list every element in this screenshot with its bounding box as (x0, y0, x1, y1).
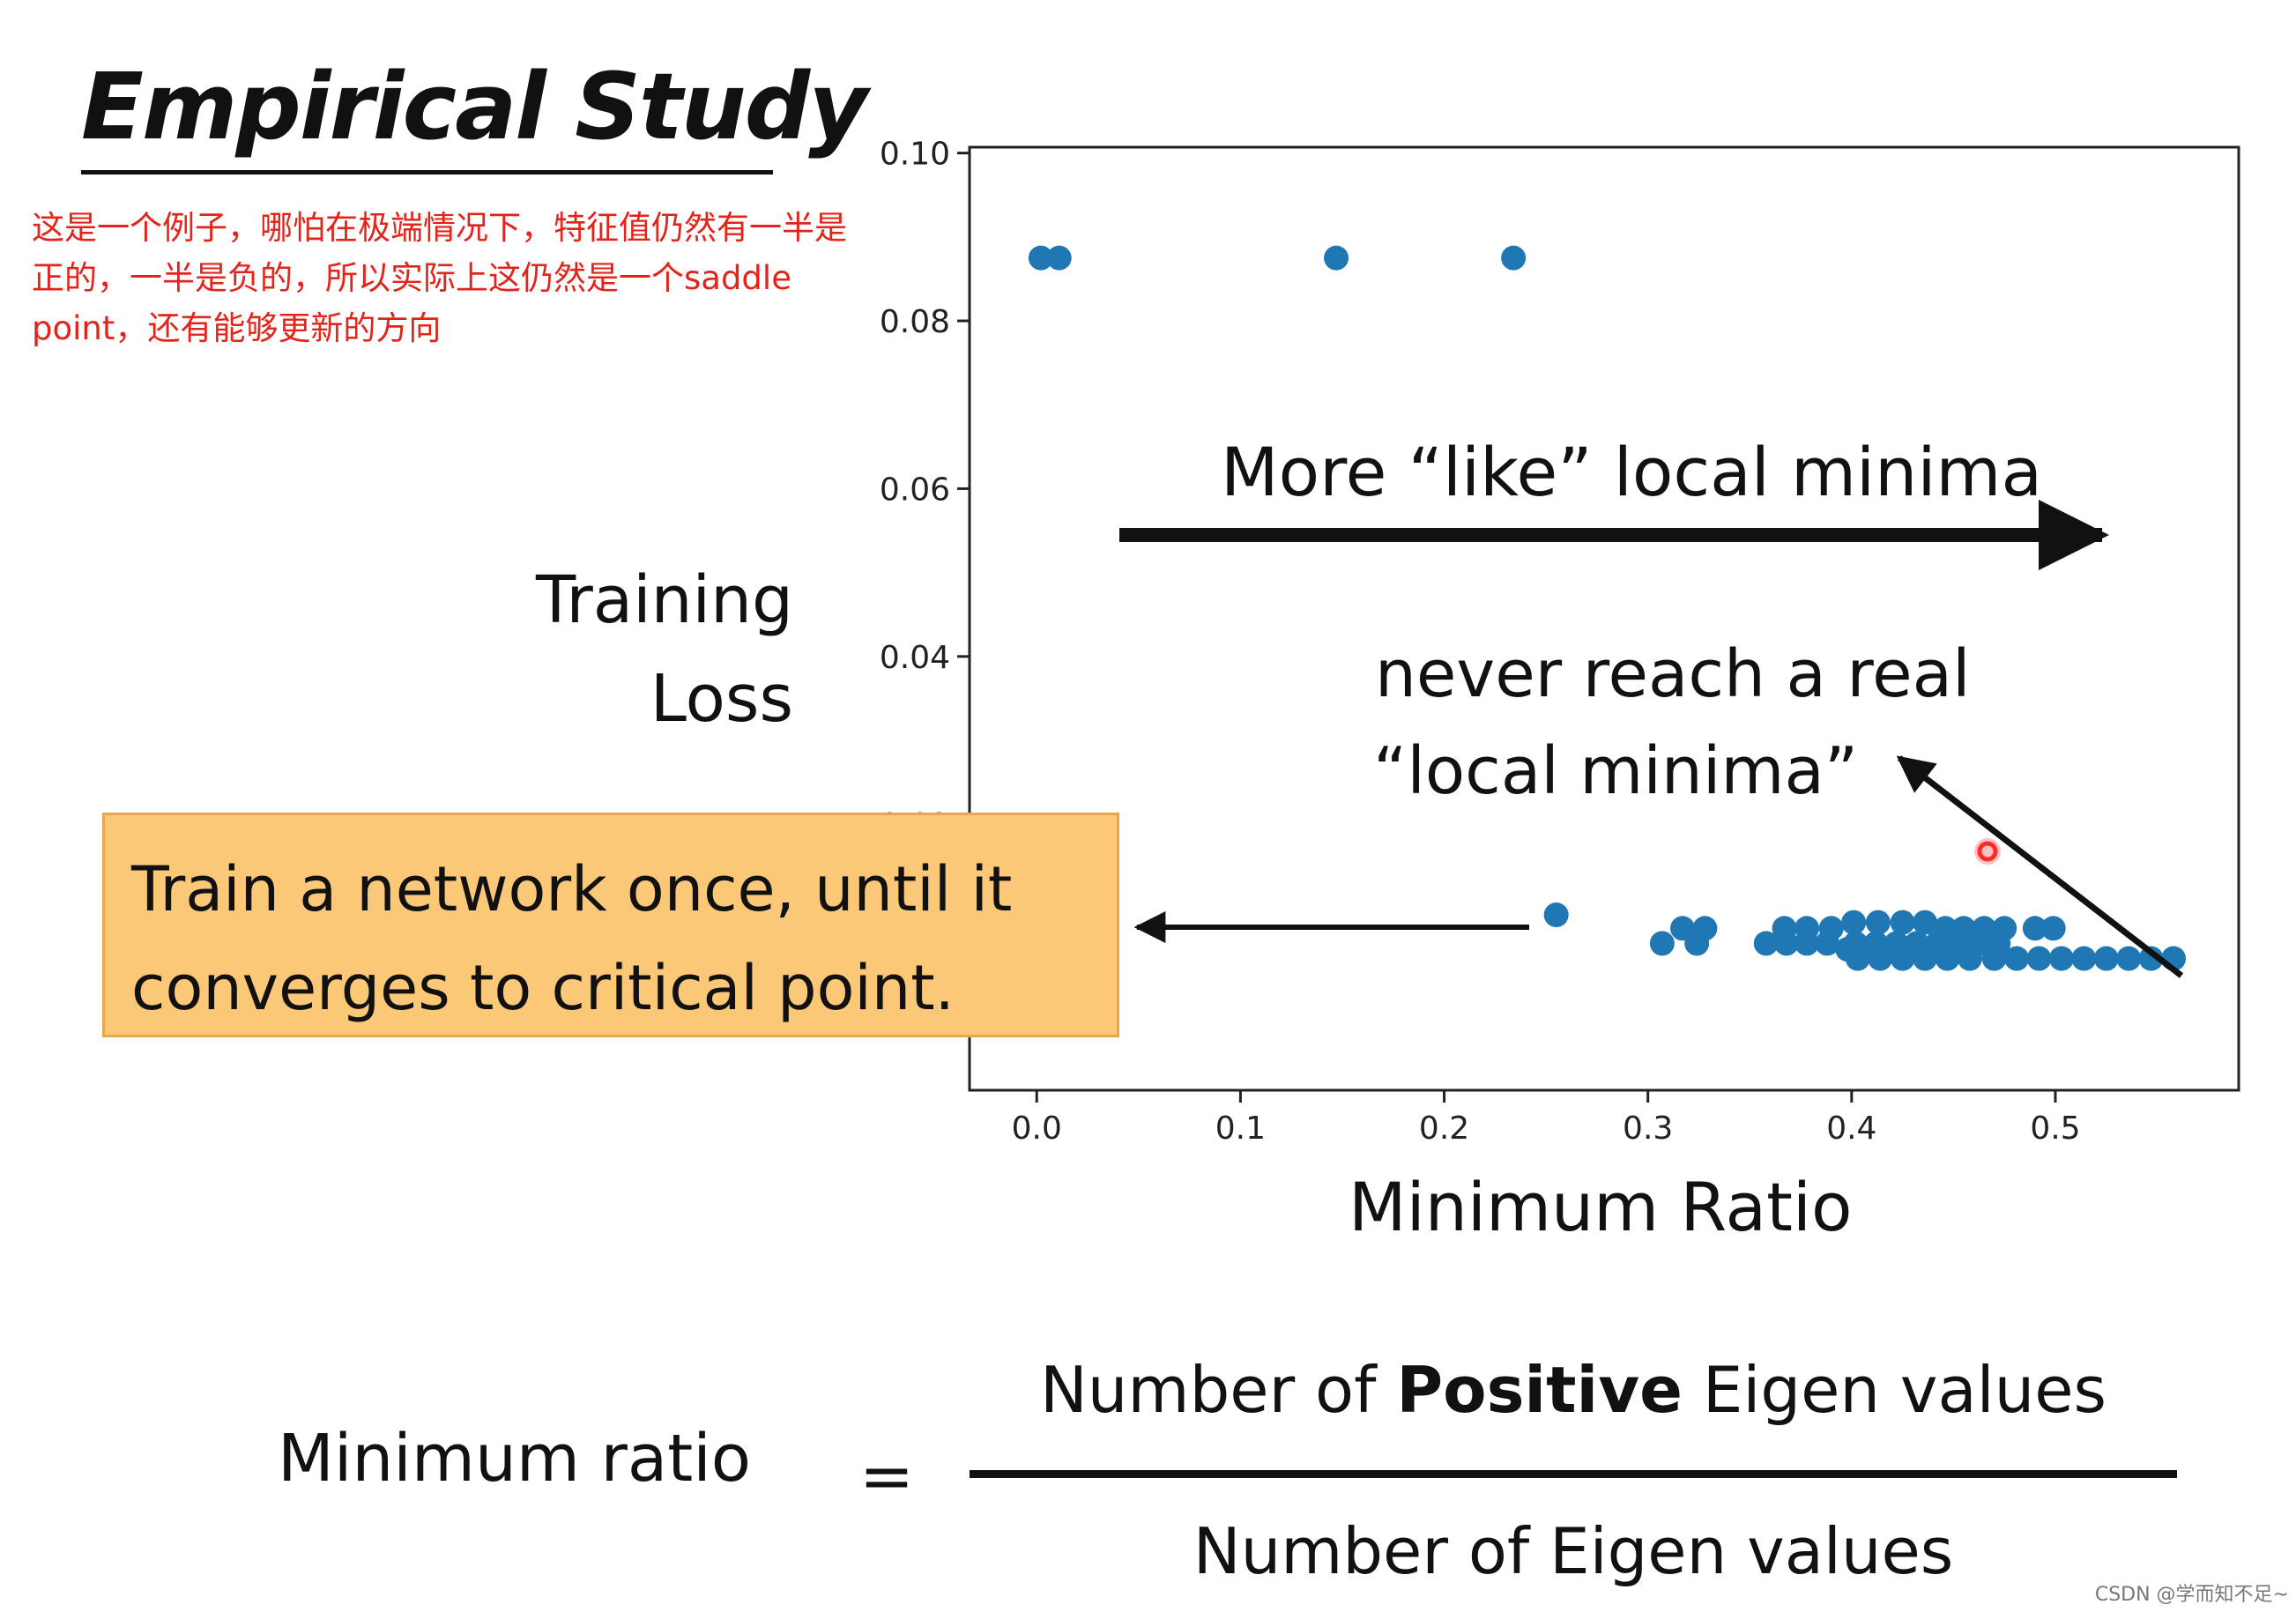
scatter-point (1753, 931, 1779, 956)
y-axis-label: Training Loss (441, 551, 793, 748)
annotation-right-line1: never reach a real (1375, 636, 1971, 712)
callout-box: Train a network once, until it converges… (102, 813, 1119, 1037)
data-points (1028, 245, 2187, 971)
y-tick-label: 0.04 (880, 640, 950, 676)
scatter-point (1890, 946, 1915, 971)
formula-denominator: Number of Eigen values (1193, 1514, 1954, 1588)
annotation-note: 这是一个例子，哪怕在极端情况下，特征值仍然有一半是正的，一半是负的，所以实际上这… (32, 209, 847, 347)
x-tick-label: 0.5 (2030, 1111, 2080, 1147)
fraction-bar (970, 1470, 2177, 1478)
scatter-point (1981, 946, 2007, 971)
scatter-point (2071, 946, 2097, 971)
scatter-point (1913, 946, 1938, 971)
watermark: CSDN @学而知不足~ (2094, 1584, 2289, 1606)
scatter-point (1841, 910, 1867, 935)
scatter-point (1649, 931, 1675, 956)
y-axis-ticks: 0.020.040.060.080.10 (880, 137, 970, 843)
x-axis-ticks: 0.0 0.1 0.2 0.3 0.4 0.5 (1012, 1090, 2081, 1147)
scatter-point (1794, 931, 1819, 956)
scatter-point (1913, 910, 1938, 935)
scatter-point (2048, 946, 2074, 971)
scatter-point (2138, 946, 2164, 971)
scatter-point (2116, 946, 2142, 971)
formula-lhs: Minimum ratio (278, 1421, 752, 1497)
y-tick-label: 0.06 (880, 472, 950, 508)
scatter-point (1501, 245, 1527, 271)
scatter-point (1865, 910, 1891, 935)
callout-line1: Train a network once, until it (131, 853, 1013, 925)
scatter-point (2004, 946, 2030, 971)
scatter-point (1773, 931, 1799, 956)
scatter-point (1890, 910, 1915, 935)
scatter-point (2093, 946, 2119, 971)
annotation-top: More “like” local minima (1221, 433, 2042, 511)
scatter-point (1935, 946, 1960, 971)
diagonal-arrow (1896, 755, 2184, 978)
x-axis-label: Minimum Ratio (1349, 1168, 1853, 1246)
y-tick-label: 0.08 (880, 304, 950, 340)
scatter-point (1028, 245, 1053, 271)
page-title: Empirical Study (81, 53, 868, 160)
scatter-point (2022, 916, 2047, 941)
title-underline (81, 170, 773, 175)
scatter-point (1845, 946, 1870, 971)
annotation-right-line2: “local minima” (1373, 733, 1858, 809)
numerator-bold: Positive (1396, 1353, 1683, 1427)
y-axis-label-line2: Loss (650, 661, 793, 737)
numerator-post: Eigen values (1682, 1353, 2107, 1427)
scatter-point (1684, 931, 1710, 956)
scatter-point (1868, 946, 1893, 971)
scatter-point (1957, 946, 1982, 971)
scatter-point (2026, 946, 2052, 971)
scatter-point (2040, 916, 2066, 941)
x-tick-label: 0.3 (1623, 1111, 1673, 1147)
x-tick-label: 0.4 (1826, 1111, 1876, 1147)
plot-frame (968, 145, 2240, 1092)
y-tick-label: 0.10 (880, 137, 950, 173)
formula-numerator: Number of Positive Eigen values (970, 1353, 2177, 1427)
x-tick-label: 0.1 (1215, 1111, 1266, 1147)
scatter-point (1046, 245, 1072, 271)
x-tick-label: 0.0 (1012, 1111, 1062, 1147)
cursor-dot (1977, 841, 1998, 862)
scatter-point (1815, 931, 1840, 956)
x-tick-label: 0.2 (1419, 1111, 1469, 1147)
formula-equals: = (859, 1438, 915, 1514)
y-axis-label-line1: Training (536, 562, 793, 638)
scatter-point (1543, 903, 1569, 928)
callout-line2: converges to critical point. (131, 952, 955, 1024)
numerator-pre: Number of (1039, 1353, 1397, 1427)
scatter-point (1324, 245, 1349, 271)
